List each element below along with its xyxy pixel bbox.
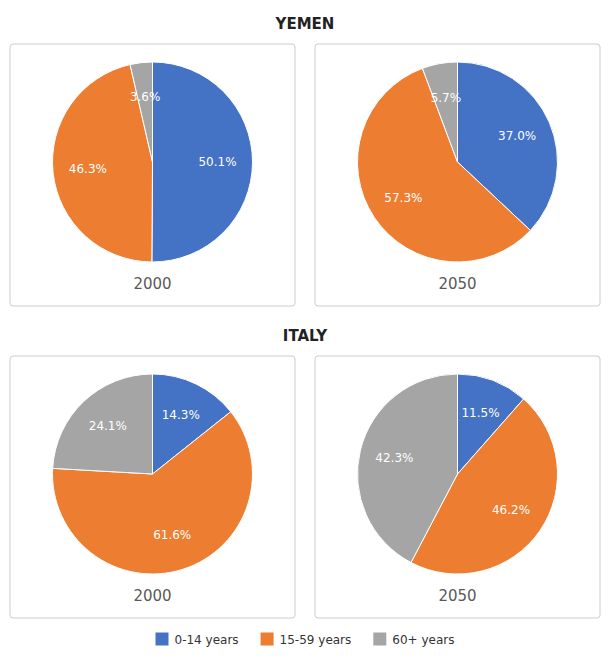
data-label: 3.6% — [130, 90, 161, 104]
year-label: 2050 — [438, 587, 476, 605]
data-label: 61.6% — [153, 528, 191, 542]
data-label: 46.2% — [492, 503, 530, 517]
pie-slice — [358, 374, 458, 563]
legend-swatch — [156, 633, 169, 646]
data-label: 37.0% — [498, 129, 536, 143]
panel-box — [10, 356, 295, 618]
pie-slice — [130, 62, 152, 162]
pie-slice — [358, 68, 531, 262]
legend-label: 15-59 years — [280, 633, 352, 647]
data-label: 50.1% — [198, 155, 236, 169]
data-label: 46.3% — [69, 162, 107, 176]
data-label: 5.7% — [431, 91, 462, 105]
panel-box — [315, 44, 600, 306]
pie-slice — [422, 62, 457, 162]
panel-box — [10, 44, 295, 306]
legend-swatch — [373, 633, 386, 646]
year-label: 2000 — [133, 275, 171, 293]
pie-panel: 14.3% 61.6% 24.1% 2000 — [10, 356, 295, 618]
legend-label: 60+ years — [392, 633, 454, 647]
panel-box — [315, 356, 600, 618]
legend-swatch — [261, 633, 274, 646]
legend: 0-14 years 15-59 years 60+ years — [156, 633, 455, 647]
pie-panel: 37.0% 57.3% 5.7% 2050 — [315, 44, 600, 306]
data-label: 42.3% — [375, 451, 413, 465]
data-label: 57.3% — [384, 191, 422, 205]
pie-panel: 50.1% 46.3% 3.6% 2000 — [10, 44, 295, 306]
pie-slice — [152, 62, 253, 262]
group-title: ITALY — [283, 327, 328, 345]
legend-label: 0-14 years — [175, 633, 239, 647]
background — [0, 0, 610, 661]
figure: 50.1% 46.3% 3.6% 2000 YEMEN 37.0% 57.3% 5.7% 205… — [0, 0, 610, 661]
pie-panel: 11.5% 46.2% 42.3% 2050 — [315, 356, 600, 618]
data-label: 14.3% — [162, 408, 200, 422]
data-label: 11.5% — [461, 406, 499, 420]
group-title: YEMEN — [275, 15, 335, 33]
year-label: 2000 — [133, 587, 171, 605]
data-label: 24.1% — [89, 419, 127, 433]
year-label: 2050 — [438, 275, 476, 293]
pie-slice — [53, 374, 153, 474]
